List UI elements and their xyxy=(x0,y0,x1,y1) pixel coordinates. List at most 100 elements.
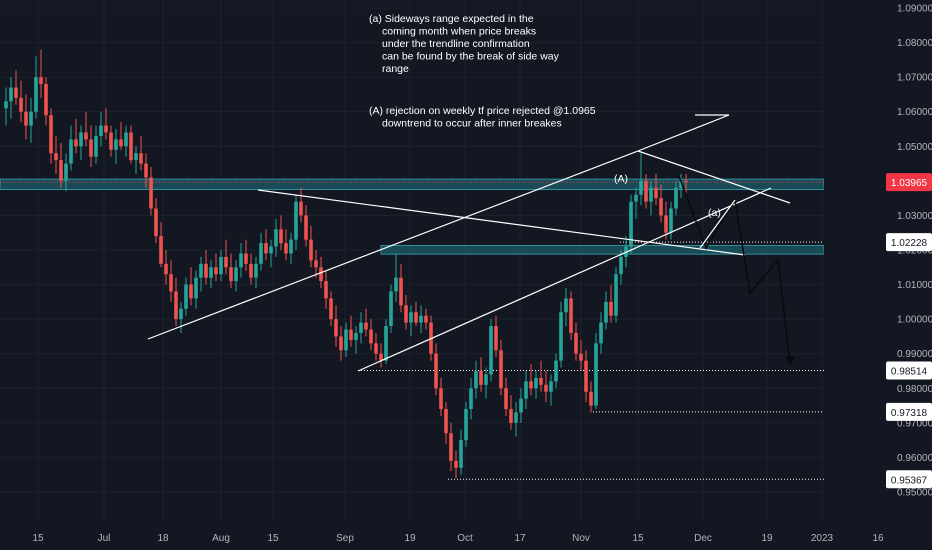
time-tick-label: 19 xyxy=(761,533,773,544)
candle-body xyxy=(449,433,453,461)
candle-body xyxy=(189,284,193,299)
candle-body xyxy=(419,315,423,323)
candle-body xyxy=(119,139,123,147)
price-tick-label: 1.06000 xyxy=(897,107,932,118)
candle-body xyxy=(589,391,593,406)
candle-body xyxy=(59,160,63,181)
candle-body xyxy=(564,298,568,313)
wedge-upper-line xyxy=(637,150,791,204)
note-a-line: can be found by the break of side way xyxy=(382,51,560,63)
candle-body xyxy=(509,409,513,423)
candle-body xyxy=(489,326,493,375)
wave-label-a: (a) xyxy=(708,207,721,219)
time-tick-label: 16 xyxy=(872,533,884,544)
price-tick-label: 1.09000 xyxy=(897,4,932,15)
candle-body xyxy=(654,187,658,199)
candle-body xyxy=(179,308,183,320)
grid xyxy=(0,0,879,520)
candle-body xyxy=(9,87,13,102)
candle-body xyxy=(639,180,643,195)
candle-body xyxy=(354,332,358,340)
candle-body xyxy=(19,97,23,112)
candle-body xyxy=(204,263,208,278)
candle-body xyxy=(144,163,148,178)
candle-body xyxy=(239,253,243,268)
candle-body xyxy=(619,256,623,275)
candle-body xyxy=(494,326,498,351)
candle-body xyxy=(234,267,238,282)
candle-body xyxy=(14,87,18,98)
time-axis[interactable]: 15 Jul 18 Aug 15 Sep 19 Oct 17 Nov 15 Dec 19 2023 16 xyxy=(0,520,932,550)
candle-body xyxy=(519,398,523,413)
candle-body xyxy=(244,253,248,264)
candle-body xyxy=(259,243,263,264)
note-a-line: (a) Sideways range expected in the xyxy=(369,13,534,25)
time-tick-label: Dec xyxy=(694,533,712,544)
candle-body xyxy=(504,388,508,410)
price-tick-label: 0.95000 xyxy=(897,488,932,499)
candle-body xyxy=(249,263,253,278)
candle-body xyxy=(194,277,198,299)
price-tick-label: 0.97000 xyxy=(897,418,932,429)
candle-body xyxy=(229,267,233,282)
price-labels: 1.03965 1.02228 0.98514 0.97318 0.95367 xyxy=(886,173,932,489)
projection-arrow-head xyxy=(785,356,795,366)
candle-body xyxy=(359,322,363,333)
price-axis[interactable]: 1.090001.080001.070001.060001.050001.040… xyxy=(824,0,932,550)
candle-body xyxy=(329,298,333,320)
candle-body xyxy=(79,132,83,147)
price-tick-label: 1.08000 xyxy=(897,38,932,49)
time-axis-bg xyxy=(0,520,932,550)
candle-body xyxy=(614,274,618,316)
candle-body xyxy=(409,312,413,323)
candle-body xyxy=(474,371,478,389)
candle-body xyxy=(129,132,133,161)
candle-body xyxy=(424,315,428,323)
candle-body xyxy=(434,353,438,389)
candle-body xyxy=(94,135,98,157)
candle-body xyxy=(364,322,368,330)
candle-body xyxy=(664,215,668,233)
candle-body xyxy=(124,132,128,147)
candle-body xyxy=(384,326,388,361)
candle-body xyxy=(209,267,213,278)
candle-body xyxy=(134,153,138,161)
channel-upper-extension xyxy=(637,114,730,152)
candle-body xyxy=(529,381,533,389)
price-level-text: 1.02228 xyxy=(891,238,928,249)
rising-channel-lower-line xyxy=(357,187,772,372)
candle-body xyxy=(269,246,273,254)
candle-body xyxy=(184,284,188,309)
candle-body xyxy=(274,229,278,247)
candle-body xyxy=(524,381,528,399)
time-tick-label: 17 xyxy=(514,533,526,544)
candle-body xyxy=(34,77,38,112)
note-a-line: range xyxy=(382,63,409,75)
price-axis-bg xyxy=(824,0,932,550)
price-tick-label: 1.05000 xyxy=(897,142,932,153)
candle-body xyxy=(89,139,93,157)
candle-body xyxy=(4,101,8,109)
price-level-badge xyxy=(886,361,932,380)
price-level-text: 0.98514 xyxy=(891,367,928,378)
price-tick-label: 0.99000 xyxy=(897,349,932,360)
candle-body xyxy=(309,239,313,261)
candle-body xyxy=(284,243,288,254)
candle-body xyxy=(559,312,563,361)
candle-body xyxy=(74,139,78,147)
current-price-badge xyxy=(886,173,932,192)
price-tick-label: 1.03000 xyxy=(897,211,932,222)
price-level-badge xyxy=(886,233,932,252)
inner-support-zone xyxy=(380,245,825,255)
trendlines xyxy=(147,114,795,372)
candle-body xyxy=(539,377,543,385)
candle-body xyxy=(154,208,158,237)
candle-body xyxy=(64,163,68,181)
candle-body xyxy=(514,412,518,423)
time-tick-label: 2023 xyxy=(811,533,834,544)
candle-body xyxy=(399,277,403,306)
candle-body xyxy=(599,322,603,344)
candle-body xyxy=(549,381,553,392)
candle-body xyxy=(669,208,673,233)
